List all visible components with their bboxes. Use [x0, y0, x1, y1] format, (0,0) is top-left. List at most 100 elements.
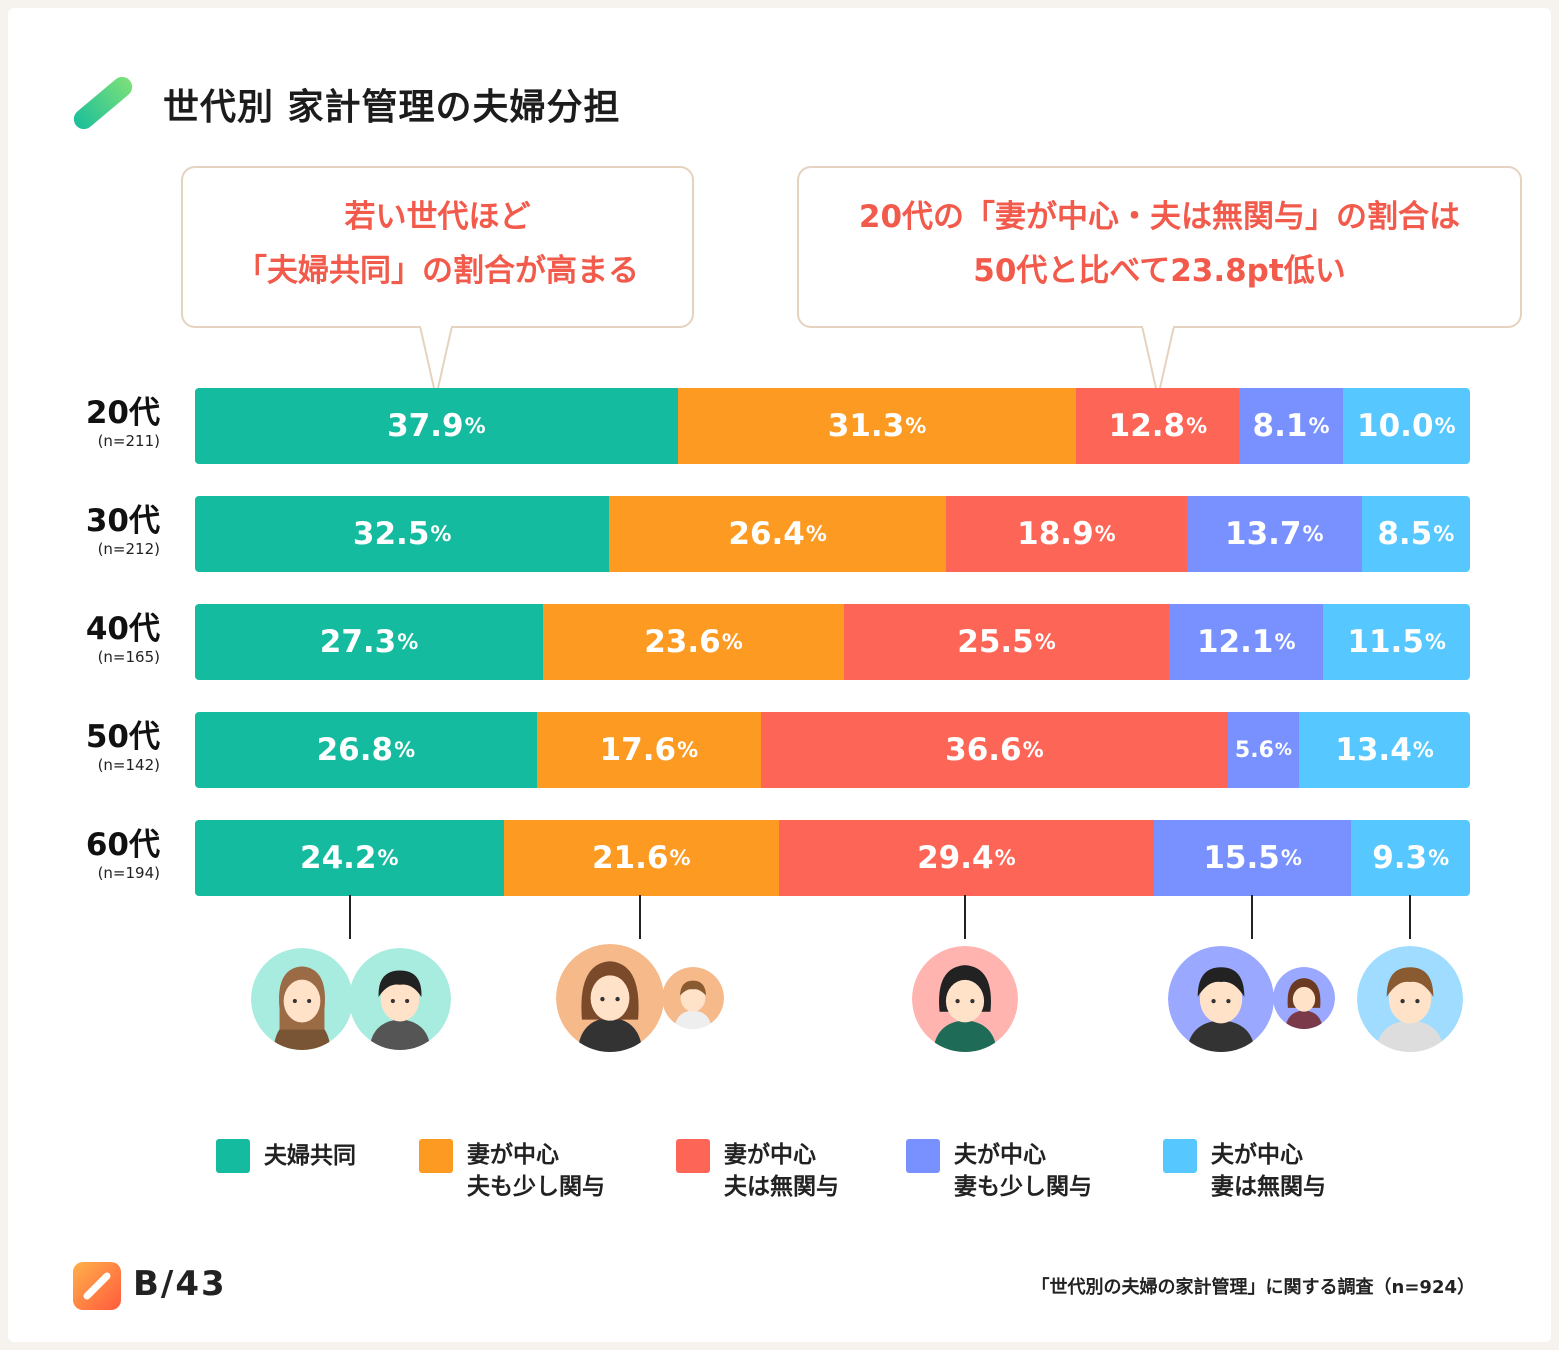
bar-segment: 10.0% — [1342, 388, 1470, 464]
legend-label: 妻が中心 夫は無関与 — [724, 1139, 839, 1203]
data-label: 29.4 — [917, 840, 994, 876]
data-label: 23.6 — [644, 624, 721, 660]
wife-avatar-icon — [251, 948, 353, 1050]
wife-main-avatar-icon — [556, 944, 664, 1052]
data-label: 12.1 — [1196, 624, 1274, 660]
legend-label-line: 夫も少し関与 — [467, 1174, 605, 1200]
brand-logo-text: B/43 — [133, 1264, 227, 1304]
bar-segment: 31.3% — [677, 388, 1077, 464]
legend-item: 夫婦共同 — [216, 1139, 356, 1173]
callout-wife-only-gap: 20代の「妻が中心・夫は無関与」の割合は 50代と比べて23.8pt低い — [797, 166, 1522, 328]
data-label-unit: % — [669, 846, 691, 870]
data-label-unit: % — [1186, 414, 1208, 438]
data-label-unit: % — [394, 738, 416, 762]
data-label-unit: % — [677, 738, 699, 762]
row-label: 40代 (n=165) — [60, 612, 160, 668]
legend-swatch — [216, 1139, 250, 1173]
data-label-unit: % — [1274, 630, 1296, 654]
bar-segment: 26.4% — [609, 496, 946, 572]
data-label: 27.3 — [319, 624, 397, 660]
bar-segment: 8.5% — [1361, 496, 1470, 572]
bar-segment: 11.5% — [1323, 604, 1470, 680]
stacked-bar: 27.3% 23.6% 25.5% 12.1% 11.5% — [195, 604, 1470, 680]
legend-label-line: 夫が中心 — [1211, 1142, 1303, 1168]
data-label: 13.4 — [1335, 732, 1412, 768]
legend-swatch — [676, 1139, 710, 1173]
data-label-unit: % — [905, 414, 927, 438]
bar-segment: 17.6% — [536, 712, 762, 788]
legend-item: 妻が中心夫も少し関与 — [419, 1139, 605, 1203]
stacked-bar: 26.8% 17.6% 36.6% 5.6% 13.4% — [195, 712, 1470, 788]
data-label: 5.6 — [1234, 737, 1274, 763]
data-label-unit: % — [430, 522, 452, 546]
husband-avatar-icon — [349, 948, 451, 1050]
bar-segment: 21.6% — [503, 820, 779, 896]
legend-label: 夫婦共同 — [264, 1140, 356, 1172]
data-label: 8.5 — [1377, 516, 1433, 552]
data-label: 11.5 — [1347, 624, 1424, 660]
data-label: 26.4 — [728, 516, 805, 552]
source-note: 「世代別の夫婦の家計管理」に関する調査（n=924） — [1031, 1277, 1475, 1298]
wife-only-avatar-icon — [912, 946, 1018, 1052]
legend-label-line: 夫は無関与 — [724, 1174, 839, 1200]
bar-segment: 9.3% — [1351, 820, 1470, 896]
callout-line: 「夫婦共同」の割合が高まる — [236, 253, 639, 289]
sample-size-label: (n=165) — [97, 648, 160, 666]
data-label-unit: % — [1434, 414, 1456, 438]
data-label: 37.9 — [387, 408, 464, 444]
age-group-label: 50代 — [85, 719, 160, 755]
bar-segment: 24.2% — [195, 820, 504, 896]
bar-segment: 5.6% — [1227, 712, 1300, 788]
data-label-unit: % — [721, 630, 743, 654]
data-label-unit: % — [1428, 846, 1450, 870]
data-label: 17.6 — [599, 732, 677, 768]
data-label: 9.3 — [1372, 840, 1428, 876]
legend-label-line: 妻は無関与 — [1211, 1174, 1326, 1200]
data-label-unit: % — [1412, 738, 1434, 762]
connector-line — [349, 895, 351, 939]
stacked-bar: 24.2% 21.6% 29.4% 15.5% 9.3% — [195, 820, 1470, 896]
data-label: 12.8 — [1108, 408, 1186, 444]
wife-small-avatar-icon — [1273, 967, 1335, 1029]
data-label-unit: % — [464, 414, 486, 438]
husband-main-avatar-icon — [1168, 946, 1274, 1052]
data-label-unit: % — [397, 630, 419, 654]
bar-segment: 29.4% — [778, 820, 1154, 896]
age-group-label: 30代 — [85, 503, 160, 539]
husband-small-avatar-icon — [662, 967, 724, 1029]
bar-segment: 12.1% — [1169, 604, 1324, 680]
row-label: 20代 (n=211) — [60, 396, 160, 452]
data-label-unit: % — [1034, 630, 1056, 654]
bar-segment: 15.5% — [1153, 820, 1352, 896]
bar-segment: 37.9% — [195, 388, 678, 464]
legend-label: 夫が中心 妻は無関与 — [1211, 1139, 1326, 1203]
callout-line: 若い世代ほど — [344, 199, 531, 235]
legend-label-line: 妻が中心 — [467, 1142, 559, 1168]
data-label-unit: % — [1022, 738, 1044, 762]
chart-title: 世代別 家計管理の夫婦分担 — [163, 87, 621, 128]
callout-line: 20代の「妻が中心・夫は無関与」の割合は — [858, 199, 1461, 235]
data-label-unit: % — [1094, 522, 1116, 546]
bar-segment: 27.3% — [195, 604, 544, 680]
stacked-bar: 37.9% 31.3% 12.8% 8.1% 10.0% — [195, 388, 1470, 464]
bar-segment: 36.6% — [761, 712, 1228, 788]
legend-label-line: 妻も少し関与 — [954, 1174, 1092, 1200]
data-label-unit: % — [1308, 414, 1330, 438]
legend-item: 妻が中心 夫は無関与 — [676, 1139, 839, 1203]
row-label: 50代 (n=142) — [60, 720, 160, 776]
legend-swatch — [419, 1139, 453, 1173]
data-label-unit: % — [1280, 846, 1302, 870]
data-label-unit: % — [377, 846, 399, 870]
sample-size-label: (n=212) — [97, 540, 160, 558]
stacked-bar: 32.5% 26.4% 18.9% 13.7% 8.5% — [195, 496, 1470, 572]
brand-logo-icon — [73, 1262, 121, 1310]
data-label: 26.8 — [316, 732, 394, 768]
data-label: 32.5 — [352, 516, 430, 552]
data-label: 25.5 — [957, 624, 1034, 660]
data-label-unit: % — [805, 522, 827, 546]
callout-joint-trend: 若い世代ほど 「夫婦共同」の割合が高まる — [181, 166, 694, 328]
connector-line — [1251, 895, 1253, 939]
legend-label-line: 妻が中心 — [724, 1142, 816, 1168]
sample-size-label: (n=142) — [97, 756, 160, 774]
data-label: 15.5 — [1203, 840, 1280, 876]
